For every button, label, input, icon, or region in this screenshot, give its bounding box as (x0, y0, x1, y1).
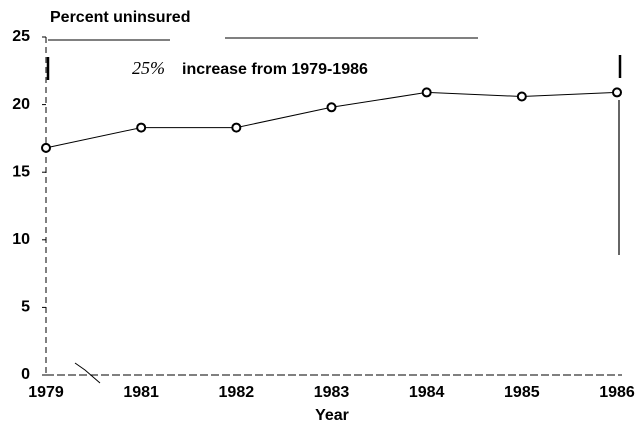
annotation-italic: 25% (132, 58, 165, 78)
point (326, 102, 337, 113)
decor-stroke (74, 362, 101, 384)
y-tick-label: 0 (21, 366, 30, 383)
point (421, 87, 432, 98)
chart-title: Percent uninsured (50, 9, 190, 26)
y-tick-label: 15 (12, 163, 30, 180)
point (231, 122, 242, 133)
point (136, 122, 147, 133)
y-tick-label: 20 (12, 96, 30, 113)
y-tick-label: 5 (21, 299, 30, 316)
x-tick-label: 1985 (504, 384, 540, 401)
x-axis-label: Year (315, 407, 349, 424)
x-tick-label: 1984 (409, 384, 445, 401)
x-tick-label: 1983 (314, 384, 350, 401)
y-tick-label: 10 (12, 231, 30, 248)
x-tick-label: 1982 (219, 384, 255, 401)
x-tick-label: 1981 (123, 384, 159, 401)
point (516, 91, 527, 102)
x-tick-label: 1986 (599, 384, 635, 401)
point (612, 87, 622, 98)
line (45, 91, 618, 149)
annotation: increase from 1979-1986 (182, 61, 368, 78)
y-tick-label: 25 (12, 28, 30, 45)
x-tick-label: 1979 (28, 384, 64, 401)
point (41, 142, 51, 153)
